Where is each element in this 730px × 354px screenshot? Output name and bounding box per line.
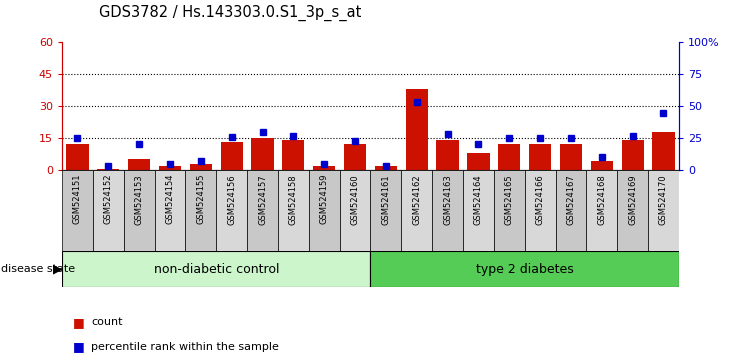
Bar — [155, 170, 185, 251]
Text: GSM524164: GSM524164 — [474, 174, 483, 225]
Bar — [124, 170, 155, 251]
Bar — [185, 170, 216, 251]
Text: ■: ■ — [73, 316, 85, 329]
Text: type 2 diabetes: type 2 diabetes — [476, 263, 574, 275]
Text: GSM524162: GSM524162 — [412, 174, 421, 225]
Bar — [621, 140, 644, 170]
Bar — [556, 170, 586, 251]
Text: ■: ■ — [73, 341, 85, 353]
Bar — [529, 144, 551, 170]
Bar — [278, 170, 309, 251]
Bar — [309, 170, 339, 251]
Bar — [62, 251, 371, 287]
Bar — [494, 170, 525, 251]
Bar — [339, 170, 371, 251]
Bar — [97, 169, 120, 170]
Bar — [159, 166, 181, 170]
Text: GSM524152: GSM524152 — [104, 174, 113, 224]
Bar — [190, 164, 212, 170]
Bar — [591, 161, 613, 170]
Text: GSM524163: GSM524163 — [443, 174, 452, 225]
Bar — [313, 166, 335, 170]
Bar — [406, 89, 428, 170]
Bar — [128, 159, 150, 170]
Bar — [220, 142, 243, 170]
Text: ▶: ▶ — [53, 263, 63, 275]
Text: non-diabetic control: non-diabetic control — [153, 263, 279, 275]
Bar — [62, 170, 93, 251]
Text: percentile rank within the sample: percentile rank within the sample — [91, 342, 279, 352]
Text: count: count — [91, 317, 123, 327]
Bar — [437, 140, 458, 170]
Text: GSM524153: GSM524153 — [134, 174, 144, 225]
Bar — [371, 251, 679, 287]
Bar — [586, 170, 618, 251]
Bar — [66, 144, 88, 170]
Text: GSM524159: GSM524159 — [320, 174, 328, 224]
Text: GSM524167: GSM524167 — [566, 174, 575, 225]
Text: GDS3782 / Hs.143303.0.S1_3p_s_at: GDS3782 / Hs.143303.0.S1_3p_s_at — [99, 5, 361, 21]
Bar — [371, 170, 402, 251]
Bar — [344, 144, 366, 170]
Text: GSM524157: GSM524157 — [258, 174, 267, 225]
Bar — [283, 140, 304, 170]
Text: GSM524165: GSM524165 — [504, 174, 514, 225]
Text: GSM524166: GSM524166 — [536, 174, 545, 225]
Bar — [618, 170, 648, 251]
Text: GSM524169: GSM524169 — [628, 174, 637, 225]
Text: disease state: disease state — [1, 264, 76, 274]
Bar — [251, 138, 274, 170]
Bar — [402, 170, 432, 251]
Text: GSM524156: GSM524156 — [227, 174, 237, 225]
Bar — [467, 153, 490, 170]
Bar — [432, 170, 463, 251]
Bar — [374, 166, 397, 170]
Bar — [560, 144, 582, 170]
Bar — [216, 170, 247, 251]
Text: GSM524151: GSM524151 — [73, 174, 82, 224]
Bar — [93, 170, 124, 251]
Text: GSM524160: GSM524160 — [350, 174, 360, 225]
Text: GSM524161: GSM524161 — [381, 174, 391, 225]
Bar — [498, 144, 520, 170]
Text: GSM524158: GSM524158 — [289, 174, 298, 225]
Bar — [247, 170, 278, 251]
Text: GSM524155: GSM524155 — [196, 174, 205, 224]
Bar — [648, 170, 679, 251]
Text: GSM524170: GSM524170 — [659, 174, 668, 225]
Text: GSM524168: GSM524168 — [597, 174, 607, 225]
Bar — [525, 170, 556, 251]
Bar — [463, 170, 494, 251]
Bar — [653, 132, 675, 170]
Text: GSM524154: GSM524154 — [166, 174, 174, 224]
